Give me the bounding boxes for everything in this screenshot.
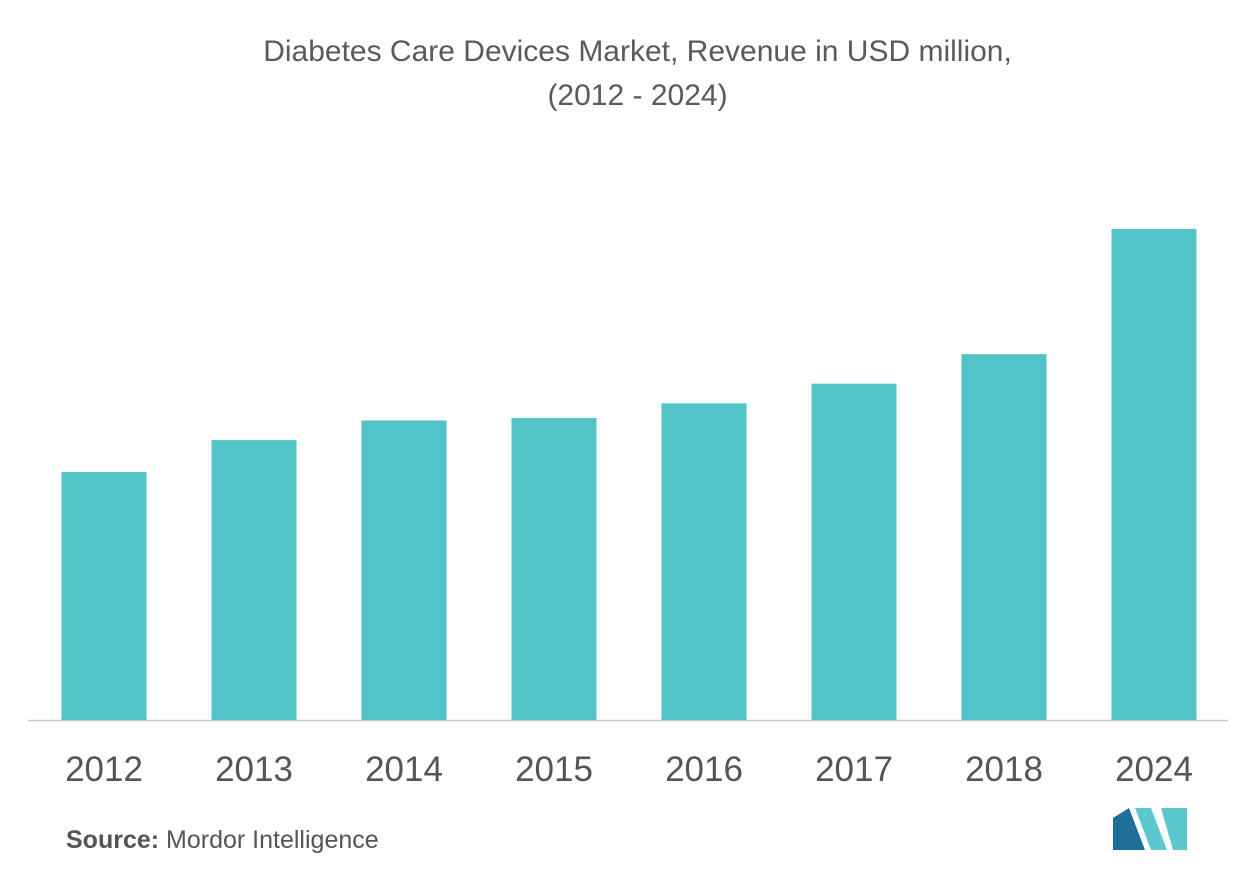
logo-left-shape [1113,808,1145,850]
x-tick-label-2012: 2012 [65,750,143,789]
bar-2014 [361,420,447,720]
source-text: Mordor Intelligence [166,826,379,854]
x-tick-label-2013: 2013 [215,750,293,789]
bar-2017 [811,383,897,720]
bar-2015 [511,418,597,720]
chart-title-line-2: (2012 - 2024) [547,79,728,112]
x-tick-label-2015: 2015 [515,750,593,789]
x-tick-label-2016: 2016 [665,750,743,789]
source-label: Source: [66,826,160,854]
x-tick-label-2014: 2014 [365,750,443,789]
x-tick-label-2017: 2017 [815,750,893,789]
x-tick-label-2018: 2018 [965,750,1043,789]
x-tick-label-2024: 2024 [1115,750,1193,789]
bar-2018 [961,354,1047,720]
source-note: Source: Mordor Intelligence [66,826,379,855]
bar-2013 [211,440,297,720]
mordor-intelligence-logo-icon [1113,808,1187,850]
bar-2016 [661,403,747,720]
logo-right-shape [1161,808,1187,850]
chart-title: Diabetes Care Devices Market, Revenue in… [0,30,1253,118]
bar-2012 [61,472,147,720]
logo-middle-shape [1135,808,1167,850]
bar-2024 [1111,229,1197,720]
chart-title-line-1: Diabetes Care Devices Market, Revenue in… [263,35,1012,68]
